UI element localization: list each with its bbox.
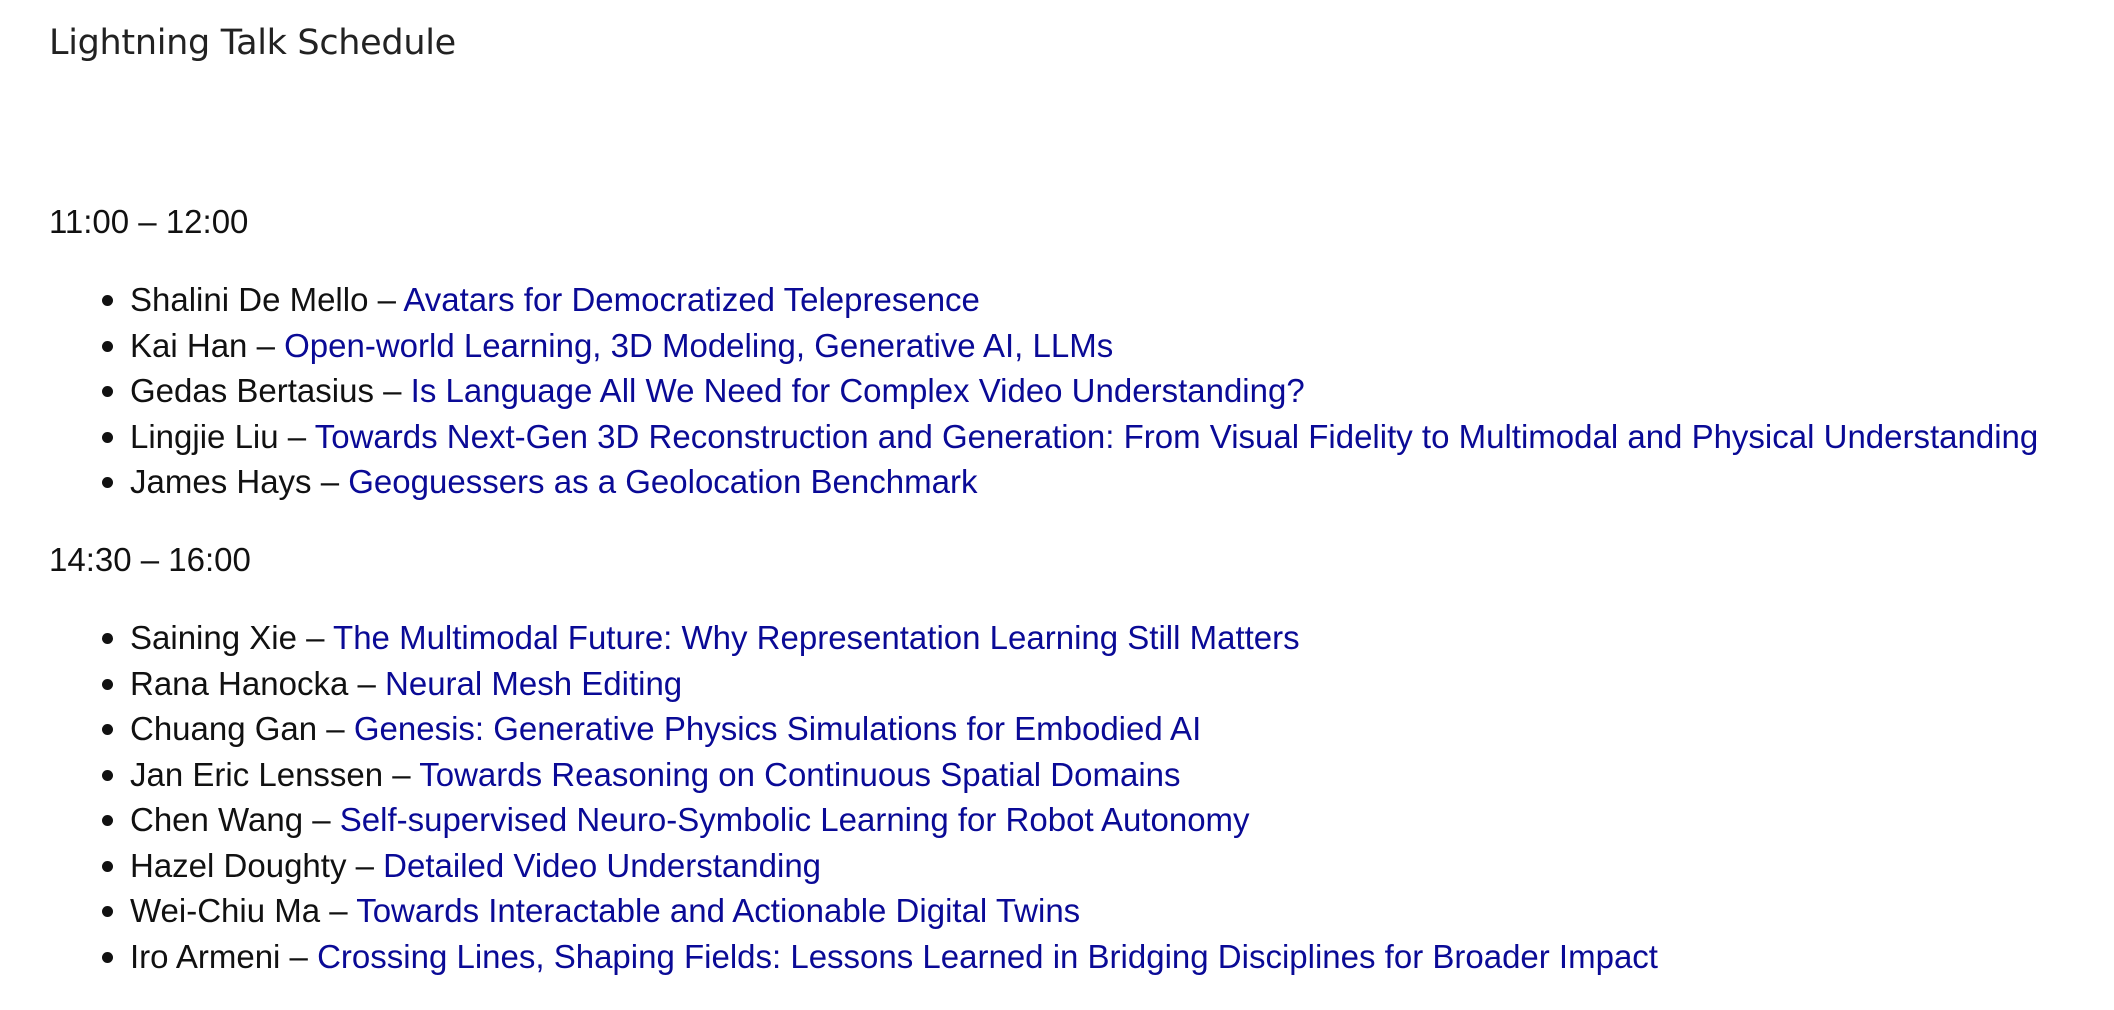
speaker-name: Lingjie Liu [130,417,279,455]
talk-item: Lingjie Liu – Towards Next-Gen 3D Recons… [49,414,2099,460]
separator: – [311,463,349,500]
speaker-name: Hazel Doughty [130,846,347,884]
talk-item: Jan Eric Lenssen – Towards Reasoning on … [49,752,2099,798]
talk-list: Saining Xie – The Multimodal Future: Why… [49,615,2099,979]
speaker-name: Jan Eric Lenssen [130,755,384,793]
separator: – [383,755,420,793]
bullet-icon [102,431,113,443]
talk-title-link[interactable]: The Multimodal Future: Why Representatio… [333,619,1300,656]
bullet-icon [102,340,113,352]
bullet-icon [102,769,113,781]
separator: – [317,710,354,747]
bullet-icon [102,477,113,488]
separator: – [278,417,315,455]
speaker-name: Saining Xie [130,619,297,656]
speaker-name: Wei-Chiu Ma [130,892,321,929]
session-afternoon: 14:30 – 16:00 Saining Xie – The Multimod… [49,538,2099,979]
talk-item: Hazel Doughty – Detailed Video Understan… [49,843,2099,889]
speaker-name: Rana Hanocka [130,664,349,702]
separator: – [296,619,334,656]
talk-list: Shalini De Mello – Avatars for Democrati… [49,277,2099,505]
talk-item: Iro Armeni – Crossing Lines, Shaping Fie… [49,934,2099,980]
talk-item: Saining Xie – The Multimodal Future: Why… [49,615,2099,661]
separator: – [368,281,404,318]
talk-title-link[interactable]: Towards Interactable and Actionable Digi… [356,892,1081,929]
speaker-name: Chen Wang [130,801,304,838]
bullet-icon [102,724,113,735]
talk-title-link[interactable]: Crossing Lines, Shaping Fields: Lessons … [317,937,1658,975]
talk-item: Shalini De Mello – Avatars for Democrati… [49,277,2099,323]
separator: – [373,372,411,409]
talk-item: Chen Wang – Self-supervised Neuro-Symbol… [49,797,2099,843]
bullet-icon [102,295,113,306]
talk-title-link[interactable]: Self-supervised Neuro-Symbolic Learning … [339,801,1250,838]
talk-item: Rana Hanocka – Neural Mesh Editing [49,661,2099,707]
talk-title-link[interactable]: Detailed Video Understanding [383,846,822,884]
talk-title-link[interactable]: Towards Reasoning on Continuous Spatial … [419,755,1181,793]
session-time: 11:00 – 12:00 [49,203,249,240]
talk-item: Wei-Chiu Ma – Towards Interactable and A… [49,888,2099,934]
talk-title-link[interactable]: Avatars for Democratized Telepresence [403,281,980,318]
bullet-icon [102,906,113,917]
page-title: Lightning Talk Schedule [49,23,456,63]
bullet-icon [102,951,113,963]
talk-title-link[interactable]: Is Language All We Need for Complex Vide… [410,372,1305,409]
separator: – [346,846,384,884]
talk-item: Gedas Bertasius – Is Language All We Nee… [49,368,2099,414]
separator: – [348,664,386,702]
session-time: 14:30 – 16:00 [49,541,251,578]
session-morning: 11:00 – 12:00 Shalini De Mello – Avatars… [49,200,2099,505]
speaker-name: Shalini De Mello [130,281,369,318]
speaker-name: Kai Han [130,326,248,364]
separator: – [320,892,357,929]
separator: – [280,937,318,975]
speaker-name: Gedas Bertasius [130,372,374,409]
schedule-page: Lightning Talk Schedule 11:00 – 12:00 Sh… [49,0,2099,975]
bullet-icon [102,633,113,644]
talk-title-link[interactable]: Neural Mesh Editing [385,664,683,702]
bullet-icon [102,815,113,826]
talk-item: James Hays – Geoguessers as a Geolocatio… [49,459,2099,505]
speaker-name: Iro Armeni [130,937,281,975]
separator: – [247,326,285,364]
talk-title-link[interactable]: Towards Next-Gen 3D Reconstruction and G… [314,417,2039,455]
talk-title-link[interactable]: Geoguessers as a Geolocation Benchmark [348,463,978,500]
separator: – [303,801,340,838]
talk-title-link[interactable]: Genesis: Generative Physics Simulations … [353,710,1202,747]
speaker-name: James Hays [130,463,312,500]
bullet-icon [102,678,113,690]
talk-title-link[interactable]: Open-world Learning, 3D Modeling, Genera… [284,326,1114,364]
talk-item: Chuang Gan – Genesis: Generative Physics… [49,706,2099,752]
bullet-icon [102,386,113,397]
talk-item: Kai Han – Open-world Learning, 3D Modeli… [49,323,2099,369]
speaker-name: Chuang Gan [130,710,318,747]
bullet-icon [102,860,113,872]
